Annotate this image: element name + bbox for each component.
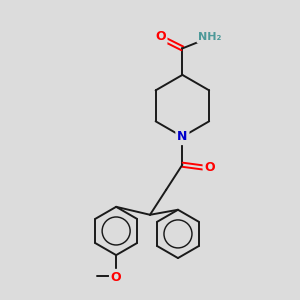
Text: O: O: [111, 271, 122, 284]
Text: O: O: [155, 30, 166, 43]
Text: N: N: [177, 130, 188, 143]
Text: O: O: [205, 161, 215, 174]
Text: NH₂: NH₂: [198, 32, 221, 42]
